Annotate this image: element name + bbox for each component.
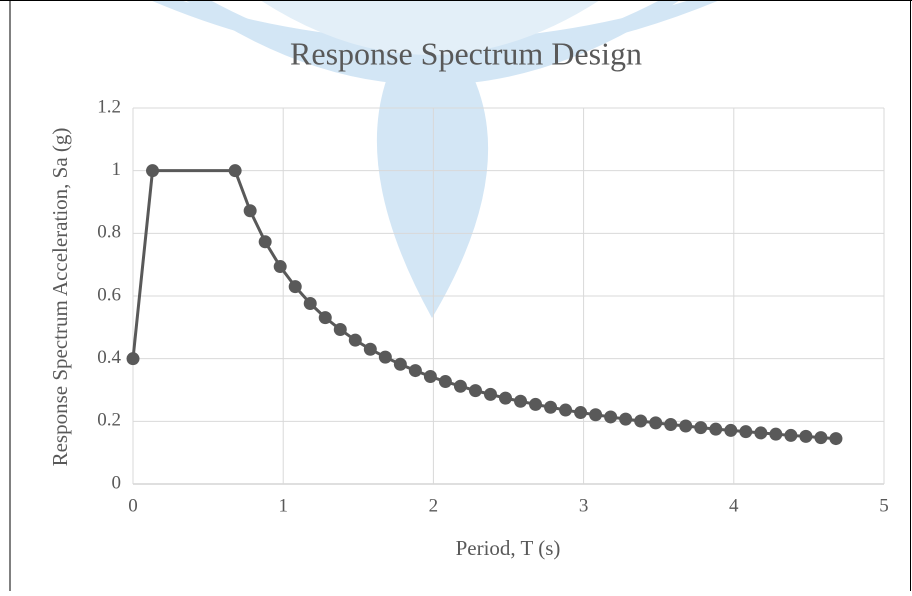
data-point: [228, 164, 242, 178]
data-point: [814, 431, 828, 445]
x-tick-label: 1: [278, 495, 288, 516]
watermark: [150, 0, 720, 318]
data-point: [514, 394, 528, 408]
data-point: [574, 406, 588, 420]
data-point: [529, 397, 543, 411]
y-tick-label: 0.6: [97, 284, 121, 305]
data-point: [363, 342, 377, 356]
data-point: [709, 422, 723, 436]
data-point: [453, 379, 467, 393]
data-point: [483, 387, 497, 401]
data-point: [498, 391, 512, 405]
data-point: [378, 350, 392, 364]
x-tick-label: 4: [729, 495, 739, 516]
y-tick-label: 0.2: [97, 410, 121, 431]
data-point: [589, 408, 603, 422]
data-point: [679, 419, 693, 433]
data-point: [559, 403, 573, 417]
data-point: [468, 384, 482, 398]
y-tick-label: 1.2: [97, 96, 121, 117]
y-axis-label: Response Spectrum Acceleration, Sa (g): [48, 128, 72, 467]
x-tick-label: 2: [429, 495, 439, 516]
data-point: [243, 204, 257, 218]
data-point: [126, 352, 140, 366]
x-axis-label: Period, T (s): [456, 536, 561, 560]
x-tick-label: 5: [879, 495, 889, 516]
grid: [132, 107, 885, 485]
data-point: [634, 414, 648, 428]
data-point: [408, 364, 422, 378]
data-point: [288, 280, 302, 294]
data-point: [318, 311, 332, 325]
data-point: [544, 400, 558, 414]
y-tick-label: 1: [112, 159, 122, 180]
data-point: [619, 412, 633, 426]
data-point: [754, 426, 768, 440]
data-point: [649, 416, 663, 430]
plot: [126, 164, 843, 446]
data-point: [664, 417, 678, 431]
data-point: [438, 375, 452, 389]
x-tick-label: 0: [128, 495, 138, 516]
data-point: [273, 260, 287, 274]
y-tick-label: 0.4: [97, 347, 121, 368]
data-point: [769, 427, 783, 441]
chart-title: Response Spectrum Design: [290, 35, 642, 71]
data-point: [348, 333, 362, 347]
data-point: [739, 425, 753, 439]
data-point: [694, 421, 708, 435]
x-tick-label: 3: [579, 495, 589, 516]
data-point: [829, 432, 843, 446]
data-point: [784, 428, 798, 442]
y-tick-label: 0.8: [97, 222, 121, 243]
data-point: [258, 235, 272, 249]
data-point: [393, 357, 407, 371]
data-point: [799, 429, 813, 443]
y-tick-label: 0: [112, 472, 122, 493]
data-point: [333, 323, 347, 337]
data-point: [146, 164, 160, 178]
data-point: [423, 370, 437, 384]
data-point: [604, 410, 618, 424]
data-point: [303, 297, 317, 311]
data-point: [724, 423, 738, 437]
